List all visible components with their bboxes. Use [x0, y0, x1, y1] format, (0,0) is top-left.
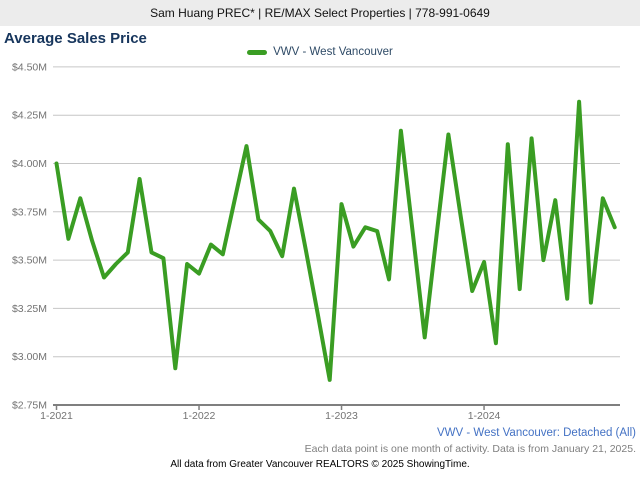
- y-tick-label: $3.25M: [12, 303, 47, 315]
- attribution-text: All data from Greater Vancouver REALTORS…: [170, 459, 470, 470]
- data-note: Each data point is one month of activity…: [304, 443, 636, 455]
- y-tick-label: $3.00M: [12, 351, 47, 363]
- y-tick-label: $3.50M: [12, 255, 47, 267]
- page-title: Average Sales Price: [4, 30, 147, 47]
- series-detail-link[interactable]: VWV - West Vancouver: Detached (All): [437, 427, 636, 439]
- y-tick-label: $4.50M: [12, 61, 47, 73]
- header-text: Sam Huang PREC* | RE/MAX Select Properti…: [150, 6, 490, 20]
- legend-line-swatch: [247, 49, 268, 55]
- x-tick-label: 1-2021: [40, 410, 73, 422]
- x-tick-label: 1-2022: [183, 410, 216, 422]
- y-tick-label: $2.75M: [12, 400, 47, 412]
- series-line: [54, 99, 617, 382]
- header-bar: Sam Huang PREC* | RE/MAX Select Properti…: [0, 0, 640, 26]
- y-tick-label: $4.00M: [12, 158, 47, 170]
- x-tick-label: 1-2023: [325, 410, 358, 422]
- x-tick-label: 1-2024: [468, 410, 501, 422]
- y-tick-label: $3.75M: [12, 206, 47, 218]
- chart-legend: VWV - West Vancouver: [0, 46, 640, 58]
- y-tick-label: $4.25M: [12, 110, 47, 122]
- legend-label: VWV - West Vancouver: [273, 46, 393, 58]
